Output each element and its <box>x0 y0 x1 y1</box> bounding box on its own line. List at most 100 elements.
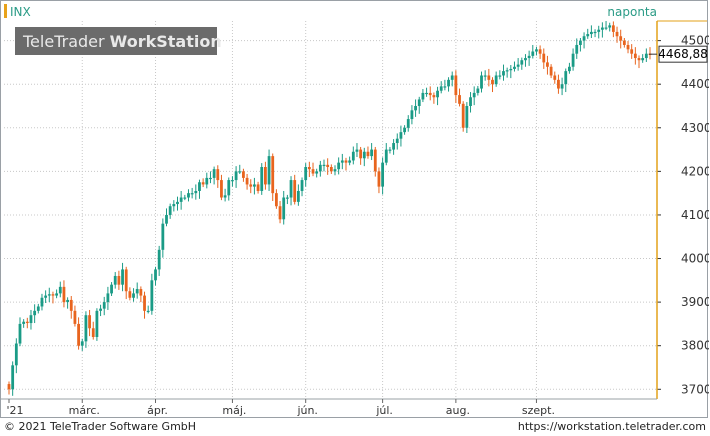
candle <box>355 143 359 157</box>
candle-body <box>421 92 425 100</box>
candle-body <box>586 34 590 37</box>
candle-body <box>644 53 648 59</box>
candle <box>33 304 37 324</box>
candle-body <box>183 197 187 199</box>
candle <box>271 153 275 202</box>
candle-body <box>509 68 513 71</box>
candle <box>168 203 172 219</box>
candle-body <box>505 70 509 72</box>
candle <box>351 146 355 165</box>
source-link[interactable]: https://workstation.teletrader.com <box>517 420 706 433</box>
candle-body <box>176 201 179 205</box>
candle <box>392 139 395 155</box>
x-tick-label: márc. <box>69 404 100 417</box>
candle <box>630 44 634 59</box>
candle-body <box>227 180 231 196</box>
candle <box>589 25 593 38</box>
candle <box>212 166 216 185</box>
candle <box>538 45 542 59</box>
candle-body <box>366 151 370 157</box>
candle-body <box>95 310 99 337</box>
price-chart[interactable]: 3700 3800 3900 4000 4100 4200 4300 4400 4500 '21… <box>1 1 709 419</box>
candle <box>322 159 326 172</box>
candle-body <box>611 25 615 32</box>
candle-body <box>326 164 330 168</box>
candle-body <box>106 293 110 303</box>
candle-body <box>373 149 377 172</box>
candle-body <box>231 180 234 182</box>
candle <box>553 71 557 84</box>
candle <box>113 272 117 289</box>
candle-body <box>264 167 267 185</box>
candle <box>611 21 615 38</box>
candle <box>373 146 377 177</box>
candle <box>7 381 11 395</box>
candle <box>102 296 106 316</box>
candle <box>157 245 161 276</box>
candle-body <box>201 182 205 185</box>
last-value-marker: 4468,88 <box>658 45 708 63</box>
candle <box>293 174 297 205</box>
candle-body <box>355 149 359 152</box>
y-tick-label: 4400 <box>681 77 709 91</box>
candle-body <box>538 49 542 54</box>
y-tick-label: 4000 <box>681 252 709 266</box>
candle <box>593 29 597 38</box>
x-axis: '21 márc. ápr. máj. jún. júl. aug. szept. <box>1 398 657 417</box>
candle <box>278 201 282 224</box>
candle-body <box>450 75 454 80</box>
chart-frame: 3700 3800 3900 4000 4100 4200 4300 4400 4500 '21… <box>0 0 709 419</box>
candle <box>172 200 176 212</box>
candle-body <box>439 86 443 91</box>
candle-body <box>260 167 264 191</box>
candle-body <box>113 275 117 285</box>
candles <box>7 21 652 396</box>
y-tick-label: 4200 <box>681 164 709 178</box>
candle <box>406 115 410 132</box>
candle <box>575 38 579 59</box>
candle <box>469 92 472 113</box>
candle-body <box>289 180 293 198</box>
candle-body <box>542 53 546 63</box>
candle-body <box>307 167 311 170</box>
candle <box>190 187 194 199</box>
candle-body <box>546 62 549 67</box>
candle-body <box>318 164 322 172</box>
candle <box>62 280 66 308</box>
candle <box>359 146 363 165</box>
candle-body <box>615 31 619 37</box>
candle <box>238 164 242 174</box>
candle <box>513 61 516 72</box>
candle-body <box>392 143 395 150</box>
candle-body <box>62 286 66 303</box>
copyright-text: © 2021 TeleTrader Software GmbH <box>4 420 197 433</box>
candle <box>619 29 623 49</box>
candle-body <box>55 293 59 296</box>
candle <box>535 46 538 56</box>
candle <box>615 26 619 43</box>
candle <box>73 305 77 327</box>
candle <box>264 161 267 190</box>
candle <box>626 41 630 54</box>
candle <box>260 163 264 195</box>
candle <box>531 44 535 59</box>
candle <box>568 62 571 74</box>
candle <box>179 190 183 210</box>
candle-body <box>14 343 18 366</box>
candle <box>285 194 289 205</box>
candle-body <box>527 55 531 59</box>
candle-body <box>278 206 282 220</box>
candle <box>77 317 80 350</box>
candle <box>608 22 612 32</box>
candle-body <box>553 75 557 80</box>
candle-body <box>604 27 608 29</box>
candle <box>84 311 88 348</box>
interval-label[interactable]: naponta <box>607 5 657 19</box>
candle <box>231 176 234 187</box>
candle-body <box>47 294 51 296</box>
candle <box>465 102 469 134</box>
candle-body <box>337 162 341 170</box>
candle-body <box>487 75 491 80</box>
candle <box>498 70 502 80</box>
candle-body <box>220 180 223 198</box>
